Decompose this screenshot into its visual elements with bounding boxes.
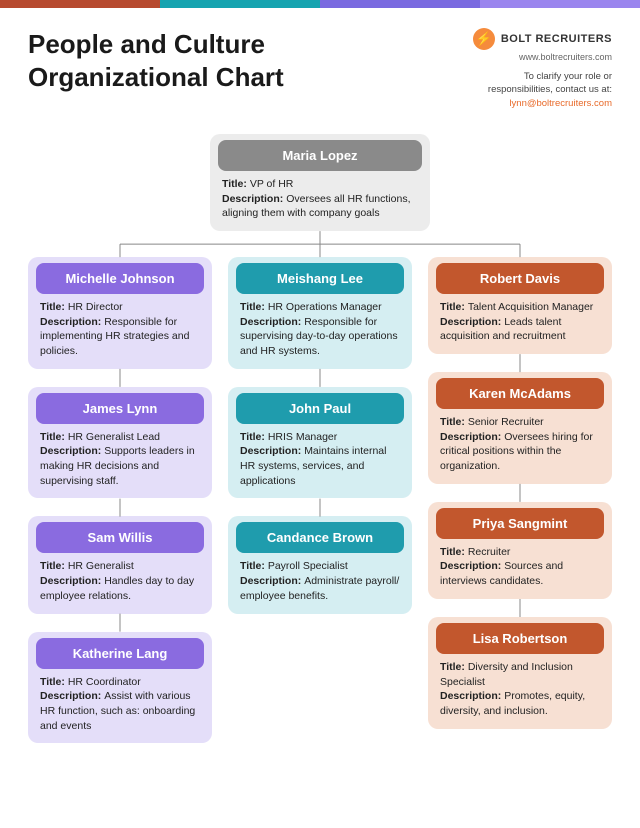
- org-node: Lisa Robertson Title: Diversity and Inclu…: [428, 617, 612, 729]
- org-node: Katherine Lang Title: HR CoordinatorDescr…: [28, 632, 212, 744]
- node-name-bar: Candance Brown: [236, 522, 404, 553]
- page: People and Culture Organizational Chart …: [0, 8, 640, 771]
- node-name-bar: Maria Lopez: [218, 140, 422, 171]
- bolt-logo-icon: ⚡: [473, 28, 495, 50]
- node-name-bar: James Lynn: [36, 393, 204, 424]
- org-node: Robert Davis Title: Talent Acquisition Ma…: [428, 257, 612, 354]
- node-body: Title: HR Operations ManagerDescription:…: [228, 300, 412, 359]
- node-name-bar: Sam Willis: [36, 522, 204, 553]
- org-node: John Paul Title: HRIS ManagerDescription:…: [228, 387, 412, 499]
- node-name-bar: Robert Davis: [436, 263, 604, 294]
- org-node: Karen McAdams Title: Senior RecruiterDesc…: [428, 372, 612, 484]
- org-chart: Maria Lopez Title: VP of HR Description:…: [28, 134, 612, 743]
- node-body: Title: HR GeneralistDescription: Handles…: [28, 559, 212, 603]
- node-name-bar: Karen McAdams: [436, 378, 604, 409]
- org-node: Candance Brown Title: Payroll SpecialistD…: [228, 516, 412, 613]
- org-node: James Lynn Title: HR Generalist LeadDescr…: [28, 387, 212, 499]
- top-accent-bar: [0, 0, 640, 8]
- node-body: Title: HR Generalist LeadDescription: Su…: [28, 430, 212, 489]
- brand-block: ⚡ BOLT RECRUITERS www.boltrecruiters.com…: [473, 28, 612, 110]
- org-node: Michelle Johnson Title: HR DirectorDescri…: [28, 257, 212, 369]
- node-name-bar: Michelle Johnson: [36, 263, 204, 294]
- node-name-bar: Katherine Lang: [36, 638, 204, 669]
- node-root: Maria Lopez Title: VP of HR Description:…: [210, 134, 430, 231]
- page-title: People and Culture Organizational Chart: [28, 28, 358, 110]
- contact-email: lynn@boltrecruiters.com: [473, 97, 612, 110]
- node-body: Title: Senior RecruiterDescription: Over…: [428, 415, 612, 474]
- node-body: Title: RecruiterDescription: Sources and…: [428, 545, 612, 589]
- org-node: Priya Sangmint Title: RecruiterDescriptio…: [428, 502, 612, 599]
- node-body: Title: VP of HR Description: Oversees al…: [210, 177, 430, 221]
- org-column: Michelle Johnson Title: HR DirectorDescri…: [28, 257, 212, 743]
- node-body: Title: HRIS ManagerDescription: Maintain…: [228, 430, 412, 489]
- node-name-bar: Lisa Robertson: [436, 623, 604, 654]
- node-body: Title: Diversity and Inclusion Specialis…: [428, 660, 612, 719]
- org-node: Meishang Lee Title: HR Operations Manager…: [228, 257, 412, 369]
- node-body: Title: Talent Acquisition ManagerDescrip…: [428, 300, 612, 344]
- org-node: Sam Willis Title: HR GeneralistDescriptio…: [28, 516, 212, 613]
- org-column: Meishang Lee Title: HR Operations Manager…: [228, 257, 412, 743]
- node-name-bar: John Paul: [236, 393, 404, 424]
- header: People and Culture Organizational Chart …: [28, 28, 612, 110]
- node-name-bar: Priya Sangmint: [436, 508, 604, 539]
- node-body: Title: Payroll SpecialistDescription: Ad…: [228, 559, 412, 603]
- node-body: Title: HR DirectorDescription: Responsib…: [28, 300, 212, 359]
- node-name-bar: Meishang Lee: [236, 263, 404, 294]
- brand-name: BOLT RECRUITERS: [501, 33, 612, 45]
- node-body: Title: HR CoordinatorDescription: Assist…: [28, 675, 212, 734]
- contact-text: To clarify your role or responsibilities…: [473, 70, 612, 110]
- org-column: Robert Davis Title: Talent Acquisition Ma…: [428, 257, 612, 743]
- brand-url: www.boltrecruiters.com: [473, 52, 612, 62]
